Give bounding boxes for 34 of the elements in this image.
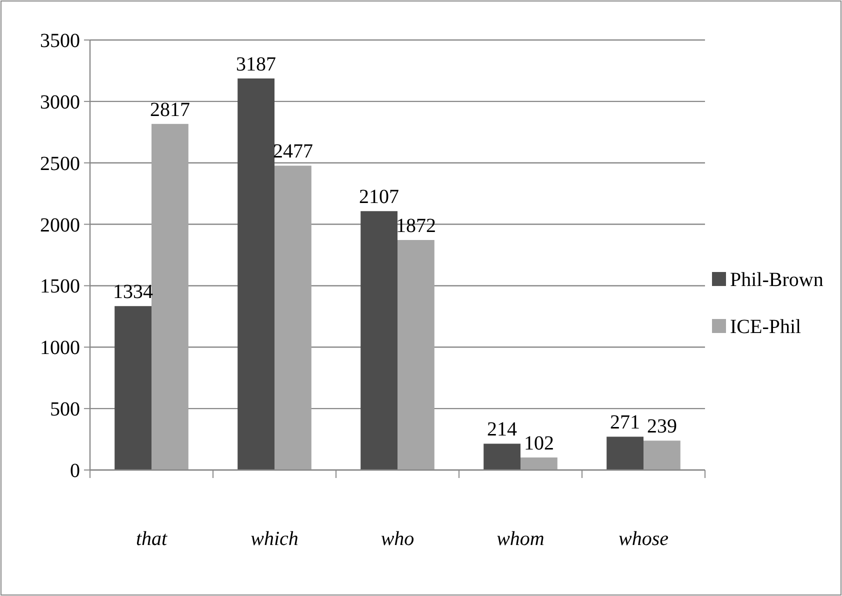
data-label: 239 — [646, 416, 677, 438]
y-tick-label: 3000 — [40, 91, 80, 114]
bar — [606, 436, 644, 470]
y-tick-label: 500 — [50, 398, 80, 421]
legend-label: ICE-Phil — [730, 316, 802, 338]
data-label: 102 — [524, 432, 554, 454]
y-tick-label: 1500 — [40, 276, 80, 298]
data-label: 2107 — [359, 186, 400, 208]
bar — [644, 440, 680, 470]
bar — [360, 211, 398, 470]
bar — [274, 166, 312, 470]
bar — [520, 457, 558, 470]
y-tick-label: 3500 — [40, 30, 80, 52]
data-label: 1872 — [396, 215, 436, 238]
data-label: 1334 — [113, 281, 154, 304]
bar — [484, 444, 520, 470]
x-tick-label: who — [380, 528, 414, 550]
bar — [152, 124, 188, 470]
x-tick-label: that — [136, 528, 168, 550]
y-tick-label: 2500 — [40, 152, 80, 175]
legend-label: Phil-Brown — [730, 269, 824, 291]
data-label: 271 — [610, 412, 640, 434]
y-tick-label: 1000 — [40, 337, 80, 360]
data-label: 214 — [487, 418, 518, 441]
x-tick-label: whose — [618, 528, 669, 550]
x-tick-label: which — [250, 528, 298, 550]
bar — [398, 240, 434, 470]
y-tick-label: 2000 — [40, 214, 80, 236]
data-label: 3187 — [236, 53, 276, 76]
data-label: 2817 — [150, 98, 190, 121]
y-tick-label: 0 — [70, 460, 80, 482]
x-tick-label: whom — [496, 528, 544, 550]
bar — [238, 78, 274, 470]
bar — [114, 306, 152, 470]
